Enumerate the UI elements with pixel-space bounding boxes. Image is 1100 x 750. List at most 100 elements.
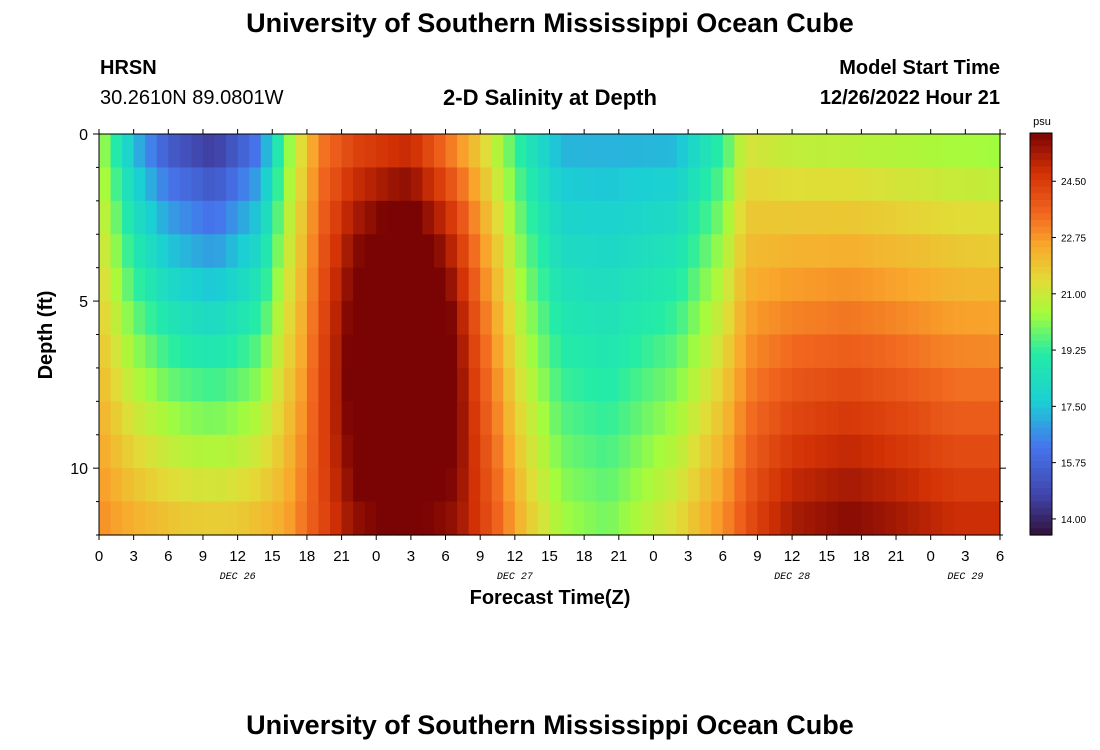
heatmap-cell	[676, 200, 689, 235]
heatmap-cell	[988, 501, 1001, 536]
heatmap-cell	[711, 200, 724, 235]
heatmap-cell	[699, 434, 712, 469]
heatmap-cell	[849, 234, 862, 269]
colorbar-band	[1030, 360, 1052, 369]
heatmap-cell	[249, 234, 262, 269]
heatmap-cell	[237, 401, 250, 436]
heatmap-cell	[561, 501, 574, 536]
colorbar: 24.50 22.75 21.00 19.25 17.50 15.75 14.00	[1029, 132, 1086, 536]
heatmap-cell	[665, 267, 678, 302]
heatmap-cell	[537, 367, 551, 402]
heatmap-cell	[468, 200, 481, 235]
heatmap-cell	[838, 401, 851, 436]
heatmap-cell	[780, 434, 793, 469]
heatmap-cell	[156, 301, 169, 336]
x-tick-label: 0	[95, 548, 103, 565]
heatmap-cell	[711, 401, 724, 436]
date-label: DEC 26	[220, 572, 256, 583]
heatmap-cell	[792, 301, 805, 336]
heatmap-cell	[376, 334, 389, 369]
heatmap-cell	[722, 267, 735, 302]
heatmap-cell	[861, 434, 874, 469]
heatmap-cell	[341, 267, 354, 302]
heatmap-cell	[768, 401, 782, 436]
heatmap-cell	[665, 334, 678, 369]
heatmap-cell	[133, 167, 146, 202]
heatmap-cell	[249, 267, 262, 302]
colorbar-band	[1030, 313, 1052, 322]
heatmap-cell	[133, 267, 146, 302]
heatmap-cell	[353, 468, 366, 503]
heatmap-cell	[803, 367, 816, 402]
heatmap-cell	[480, 468, 493, 503]
heatmap-cell	[537, 200, 551, 235]
heatmap-cell	[410, 134, 424, 169]
heatmap-cell	[526, 267, 539, 302]
heatmap-cell	[768, 468, 782, 503]
heatmap-cell	[965, 401, 978, 436]
heatmap-cell	[387, 234, 400, 269]
heatmap-cell	[249, 167, 262, 202]
heatmap-cell	[191, 434, 204, 469]
heatmap-cell	[676, 501, 689, 536]
heatmap-cell	[572, 167, 585, 202]
heatmap-cell	[410, 267, 424, 302]
heatmap-cell	[745, 501, 759, 536]
heatmap-cell	[110, 267, 123, 302]
heatmap-cell	[503, 167, 516, 202]
heatmap-cell	[595, 434, 608, 469]
x-tick-label: 6	[719, 548, 727, 565]
heatmap-cell	[549, 267, 562, 302]
heatmap-cell	[572, 234, 585, 269]
heatmap-cell	[237, 367, 250, 402]
heatmap-cell	[191, 468, 204, 503]
heatmap-cell	[549, 334, 562, 369]
heatmap-cell	[237, 501, 250, 536]
heatmap-cell	[665, 200, 678, 235]
heatmap-cell	[480, 267, 493, 302]
colorbar-band	[1030, 494, 1052, 503]
heatmap-cell	[468, 267, 481, 302]
heatmap-cell	[965, 468, 978, 503]
colorbar-band	[1030, 407, 1052, 415]
heatmap-cell	[849, 334, 862, 369]
heatmap-cell	[907, 401, 920, 436]
heatmap-cell	[584, 134, 597, 169]
heatmap-cell	[410, 501, 424, 536]
heatmap-cell	[399, 501, 412, 536]
heatmap-cell	[306, 334, 320, 369]
heatmap-cell	[676, 434, 689, 469]
heatmap-cell	[249, 434, 262, 469]
heatmap-cell	[561, 434, 574, 469]
heatmap-cell	[260, 200, 273, 235]
heatmap-cell	[514, 167, 527, 202]
heatmap-cell	[122, 501, 135, 536]
colorbar-band	[1030, 233, 1052, 241]
heatmap-cell	[306, 267, 320, 302]
heatmap-cell	[768, 134, 782, 169]
heatmap-cell	[110, 301, 123, 336]
heatmap-cell	[122, 267, 135, 302]
heatmap-cell	[387, 200, 400, 235]
heatmap-cell	[953, 401, 966, 436]
heatmap-cell	[526, 200, 539, 235]
heatmap-cell	[237, 301, 250, 336]
heatmap-cell	[457, 267, 470, 302]
heatmap-cell	[364, 334, 377, 369]
heatmap-cell	[792, 167, 805, 202]
heatmap-cell	[618, 301, 631, 336]
heatmap-cell	[341, 434, 354, 469]
heatmap-cell	[353, 267, 366, 302]
x-tick-label: 12	[229, 548, 246, 565]
heatmap-cell	[179, 334, 193, 369]
heatmap-cell	[249, 501, 262, 536]
heatmap-cell	[179, 301, 193, 336]
heatmap-cell	[618, 334, 631, 369]
heatmap-cell	[491, 167, 504, 202]
heatmap-cell	[953, 367, 966, 402]
heatmap-cell	[976, 134, 990, 169]
heatmap-cell	[734, 434, 747, 469]
heatmap-cell	[468, 301, 481, 336]
heatmap-cell	[445, 334, 458, 369]
heatmap-cell	[792, 234, 805, 269]
